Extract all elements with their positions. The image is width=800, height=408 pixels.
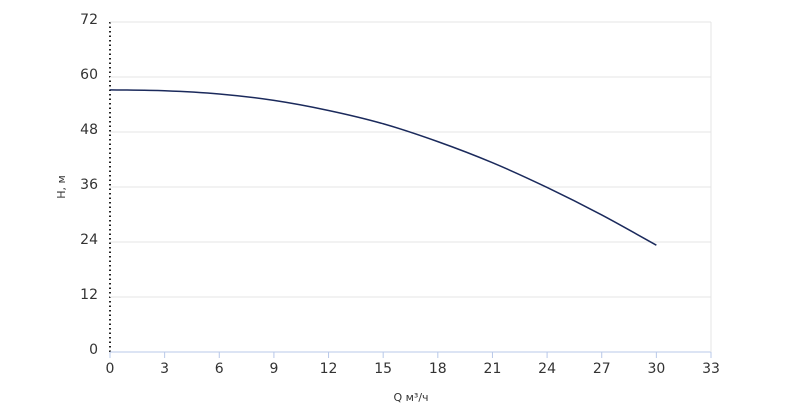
x-tick-label: 21 xyxy=(484,361,502,377)
x-tick-label: 18 xyxy=(429,361,447,377)
x-tick-label: 3 xyxy=(160,361,169,377)
y-tick-label: 72 xyxy=(80,12,98,28)
x-tick-label: 9 xyxy=(269,361,278,377)
y-tick-label: 24 xyxy=(80,232,98,248)
x-tick-label: 12 xyxy=(320,361,338,377)
y-tick-label: 60 xyxy=(80,67,98,83)
y-tick-label: 0 xyxy=(89,342,98,358)
y-axis-label: H, м xyxy=(55,175,68,199)
x-tick-label: 30 xyxy=(647,361,665,377)
x-tick-label: 0 xyxy=(106,361,115,377)
x-tick-label: 24 xyxy=(538,361,556,377)
x-axis-label: Q м³/ч xyxy=(393,391,428,404)
curve xyxy=(109,89,657,246)
x-tick-label: 6 xyxy=(215,361,224,377)
y-tick-label: 36 xyxy=(80,177,98,193)
y-tick-label: 48 xyxy=(80,122,98,138)
x-tick-label: 15 xyxy=(374,361,392,377)
y-tick-label: 12 xyxy=(80,287,98,303)
x-tick-label: 27 xyxy=(593,361,611,377)
x-tick-label: 33 xyxy=(702,361,720,377)
